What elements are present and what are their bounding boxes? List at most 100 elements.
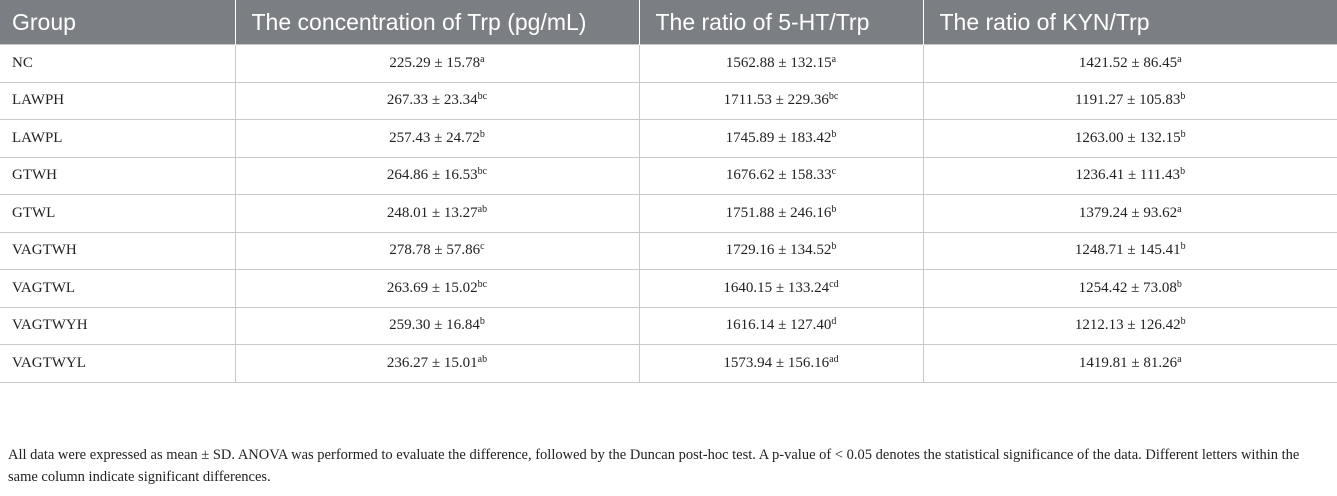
significance-letter: c (480, 241, 485, 253)
significance-letter: ab (477, 203, 488, 215)
cell-trp-concentration: 236.27 ± 15.01ab (235, 344, 640, 383)
table-row: LAWPH 267.33 ± 23.34bc 1711.53 ± 229.36bc 1… (0, 82, 1337, 120)
cell-value: 1254.42 ± 73.08 (1078, 279, 1177, 296)
header-trp-concentration: The concentration of Trp (pg/mL) (235, 0, 640, 45)
cell-value: 1711.53 ± 229.36 (723, 92, 829, 109)
cell-value: 264.86 ± 16.53 (386, 167, 478, 184)
table-row: GTWL 248.01 ± 13.27ab 1751.88 ± 246.16b 137… (0, 194, 1337, 233)
significance-letter: b (1180, 91, 1186, 103)
header-group: Group (0, 0, 236, 45)
cell-value: 1573.94 ± 156.16 (723, 354, 830, 371)
significance-letter: b (1180, 128, 1186, 140)
cell-value: 1751.88 ± 246.16 (725, 204, 832, 221)
cell-5ht-trp-ratio: 1751.88 ± 246.16b (639, 194, 924, 233)
table-row: GTWH 264.86 ± 16.53bc 1676.62 ± 158.33c 123… (0, 157, 1337, 195)
significance-letter: b (1176, 278, 1182, 290)
cell-5ht-trp-ratio: 1745.89 ± 183.42b (639, 119, 924, 158)
cell-value: 1676.62 ± 158.33 (725, 167, 832, 184)
cell-value: 263.69 ± 15.02 (386, 279, 478, 296)
significance-letter: a (1177, 203, 1182, 215)
cell-value: 1248.71 ± 145.41 (1074, 242, 1181, 259)
header-5ht-trp-ratio: The ratio of 5-HT/Trp (639, 0, 924, 45)
cell-kyn-trp-ratio: 1254.42 ± 73.08b (923, 269, 1337, 308)
cell-kyn-trp-ratio: 1419.81 ± 81.26a (923, 344, 1337, 383)
significance-letter: a (1177, 353, 1182, 365)
cell-5ht-trp-ratio: 1562.88 ± 132.15a (639, 44, 924, 83)
cell-group: VAGTWH (0, 232, 236, 270)
cell-kyn-trp-ratio: 1236.41 ± 111.43b (923, 157, 1337, 195)
significance-letter: bc (477, 278, 488, 290)
cell-group: VAGTWYL (0, 344, 236, 383)
cell-value: 1745.89 ± 183.42 (725, 129, 832, 146)
cell-trp-concentration: 263.69 ± 15.02bc (235, 269, 640, 308)
cell-5ht-trp-ratio: 1640.15 ± 133.24cd (639, 269, 924, 308)
cell-value: 1421.52 ± 86.45 (1078, 54, 1178, 71)
significance-letter: b (831, 241, 837, 253)
cell-trp-concentration: 264.86 ± 16.53bc (235, 157, 640, 195)
significance-letter: c (831, 166, 837, 178)
data-table: Group The concentration of Trp (pg/mL) T… (0, 0, 1337, 383)
table-footnote: All data were expressed as mean ± SD. AN… (8, 447, 1300, 485)
cell-value: 259.30 ± 16.84 (389, 317, 480, 334)
cell-5ht-trp-ratio: 1573.94 ± 156.16ad (639, 344, 924, 383)
cell-trp-concentration: 267.33 ± 23.34bc (235, 82, 640, 120)
cell-5ht-trp-ratio: 1676.62 ± 158.33c (639, 157, 924, 195)
cell-value: 1729.16 ± 134.52 (725, 242, 832, 259)
table-body: NC 225.29 ± 15.78a 1562.88 ± 132.15a 1421.5… (0, 44, 1337, 383)
table-row: NC 225.29 ± 15.78a 1562.88 ± 132.15a 1421.5… (0, 44, 1337, 83)
cell-kyn-trp-ratio: 1248.71 ± 145.41b (923, 232, 1337, 270)
significance-letter: a (480, 53, 485, 65)
cell-group: NC (0, 44, 236, 83)
cell-value: 1191.27 ± 105.83 (1075, 92, 1181, 109)
significance-letter: b (831, 203, 837, 215)
significance-letter: bc (477, 91, 488, 103)
cell-kyn-trp-ratio: 1263.00 ± 132.15b (923, 119, 1337, 158)
cell-value: 1236.41 ± 111.43 (1075, 167, 1181, 184)
table-row: VAGTWYL 236.27 ± 15.01ab 1573.94 ± 156.16a… (0, 344, 1337, 383)
cell-value: 1212.13 ± 126.42 (1074, 317, 1181, 334)
significance-letter: bc (477, 166, 488, 178)
cell-value: 257.43 ± 24.72 (389, 129, 480, 146)
cell-value: 1616.14 ± 127.40 (725, 317, 832, 334)
cell-group: GTWL (0, 194, 236, 233)
cell-value: 1562.88 ± 132.15 (725, 54, 832, 71)
cell-group: VAGTWL (0, 269, 236, 308)
cell-group: VAGTWYH (0, 307, 236, 345)
significance-letter: b (1180, 316, 1186, 328)
significance-letter: b (479, 316, 485, 328)
cell-kyn-trp-ratio: 1212.13 ± 126.42b (923, 307, 1337, 345)
significance-letter: ab (477, 353, 488, 365)
significance-letter: b (479, 128, 485, 140)
table-row: LAWPL 257.43 ± 24.72b 1745.89 ± 183.42b 126… (0, 119, 1337, 158)
cell-trp-concentration: 225.29 ± 15.78a (235, 44, 640, 83)
cell-value: 1263.00 ± 132.15 (1074, 129, 1181, 146)
table-row: VAGTWYH 259.30 ± 16.84b 1616.14 ± 127.40d 1… (0, 307, 1337, 345)
cell-value: 1640.15 ± 133.24 (723, 279, 830, 296)
cell-trp-concentration: 248.01 ± 13.27ab (235, 194, 640, 233)
cell-group: LAWPH (0, 82, 236, 120)
header-kyn-trp-ratio: The ratio of KYN/Trp (923, 0, 1337, 45)
significance-letter: b (1180, 166, 1186, 178)
cell-trp-concentration: 259.30 ± 16.84b (235, 307, 640, 345)
cell-value: 267.33 ± 23.34 (386, 92, 478, 109)
cell-value: 1419.81 ± 81.26 (1078, 354, 1178, 371)
table-row: VAGTWL 263.69 ± 15.02bc 1640.15 ± 133.24cd… (0, 269, 1337, 308)
significance-letter: bc (828, 91, 839, 103)
cell-kyn-trp-ratio: 1421.52 ± 86.45a (923, 44, 1337, 83)
cell-value: 278.78 ± 57.86 (389, 242, 481, 259)
significance-letter: d (831, 316, 837, 328)
significance-letter: b (1180, 241, 1186, 253)
cell-value: 225.29 ± 15.78 (389, 54, 481, 71)
cell-5ht-trp-ratio: 1729.16 ± 134.52b (639, 232, 924, 270)
significance-letter: cd (829, 278, 839, 290)
cell-group: GTWH (0, 157, 236, 195)
header-row: Group The concentration of Trp (pg/mL) T… (0, 0, 1337, 45)
cell-value: 236.27 ± 15.01 (386, 354, 478, 371)
significance-letter: a (831, 53, 837, 65)
cell-value: 1379.24 ± 93.62 (1078, 204, 1178, 221)
table-header: Group The concentration of Trp (pg/mL) T… (0, 0, 1337, 45)
significance-letter: ad (829, 353, 839, 365)
significance-letter: a (1177, 53, 1182, 65)
cell-group: LAWPL (0, 119, 236, 158)
significance-letter: b (831, 128, 837, 140)
